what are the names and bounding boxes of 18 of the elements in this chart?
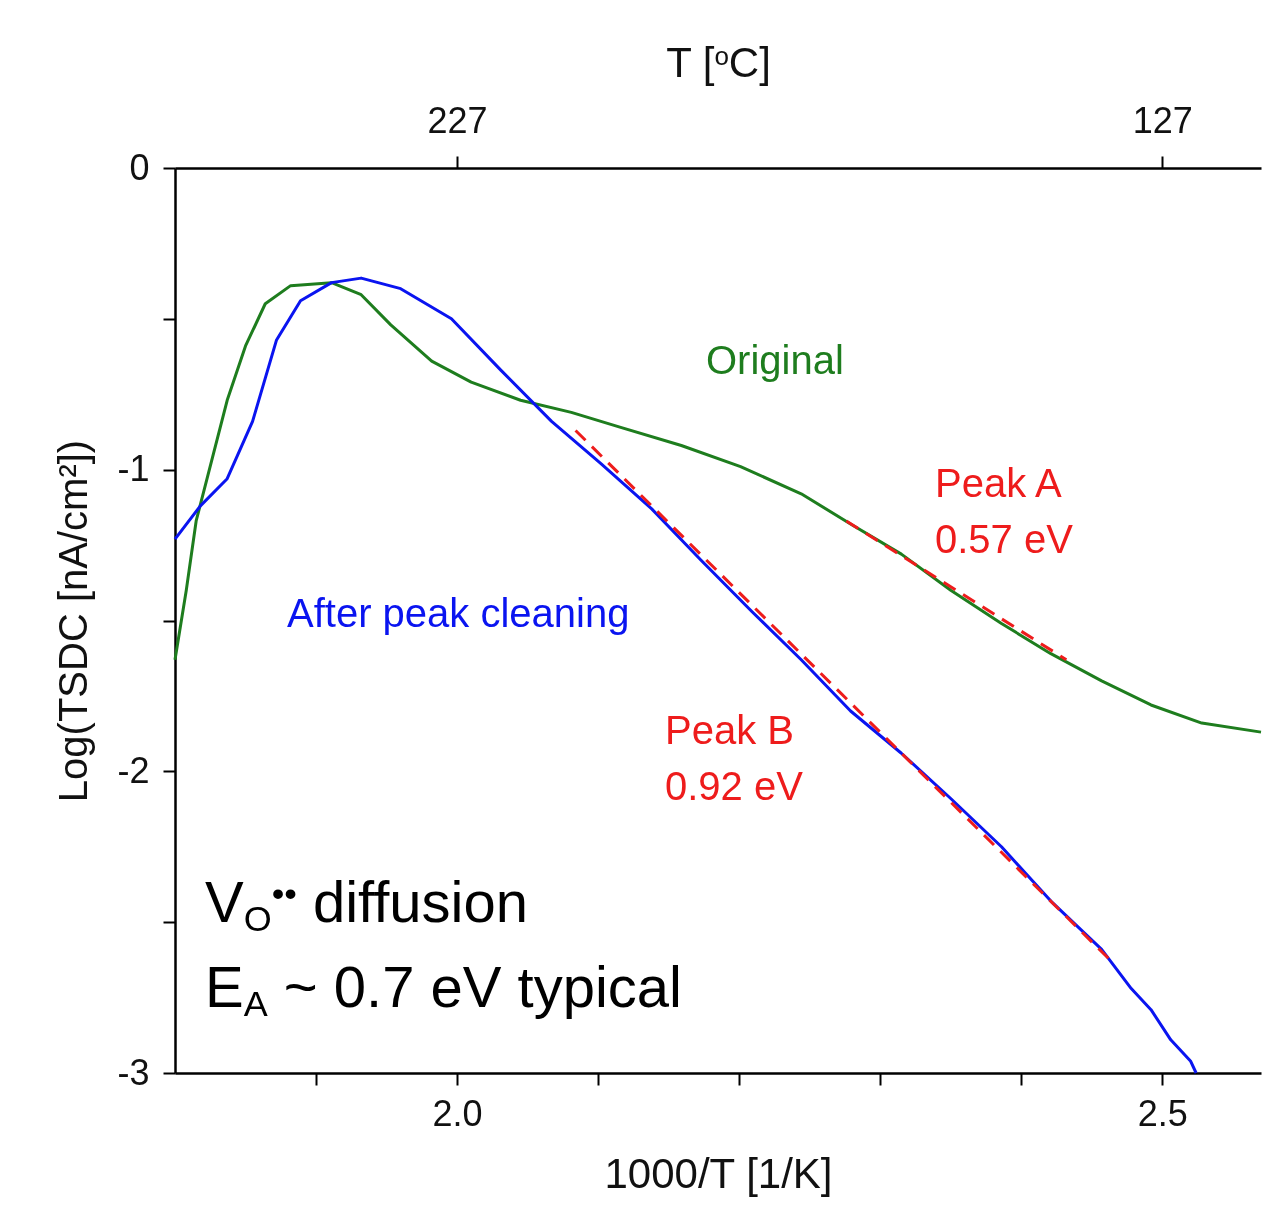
annotation: Peak B 0.92 eV <box>665 708 804 808</box>
line-series <box>173 276 1198 1075</box>
x2-tick-label: 127 <box>1132 99 1193 141</box>
annotation: V$_{O}$$^{••}$ diffusion <box>205 869 528 939</box>
y-tick-label: 0 <box>129 146 150 188</box>
x2-tick-label: 227 <box>427 99 488 141</box>
y-tick-label: -1 <box>117 448 150 490</box>
x-axis-title: 1000/T [1/K] <box>604 1149 833 1197</box>
x-tick-label: 2.0 <box>432 1092 483 1134</box>
annotation: Peak A 0.57 eV <box>935 461 1074 561</box>
annotation: After peak cleaning <box>287 591 630 635</box>
y-axis-title: Log(TSDC [nA/cm²]) <box>51 439 96 803</box>
x2-axis-title: T [$^{o}$C] <box>666 38 771 86</box>
annotation: Original <box>706 338 844 382</box>
annotation: E$_{A}$ ~ 0.7 eV typical <box>205 954 682 1024</box>
y-tick-label: -3 <box>117 1051 150 1093</box>
x-tick-label: 2.5 <box>1137 1092 1188 1134</box>
y-tick-label: -2 <box>117 749 150 791</box>
